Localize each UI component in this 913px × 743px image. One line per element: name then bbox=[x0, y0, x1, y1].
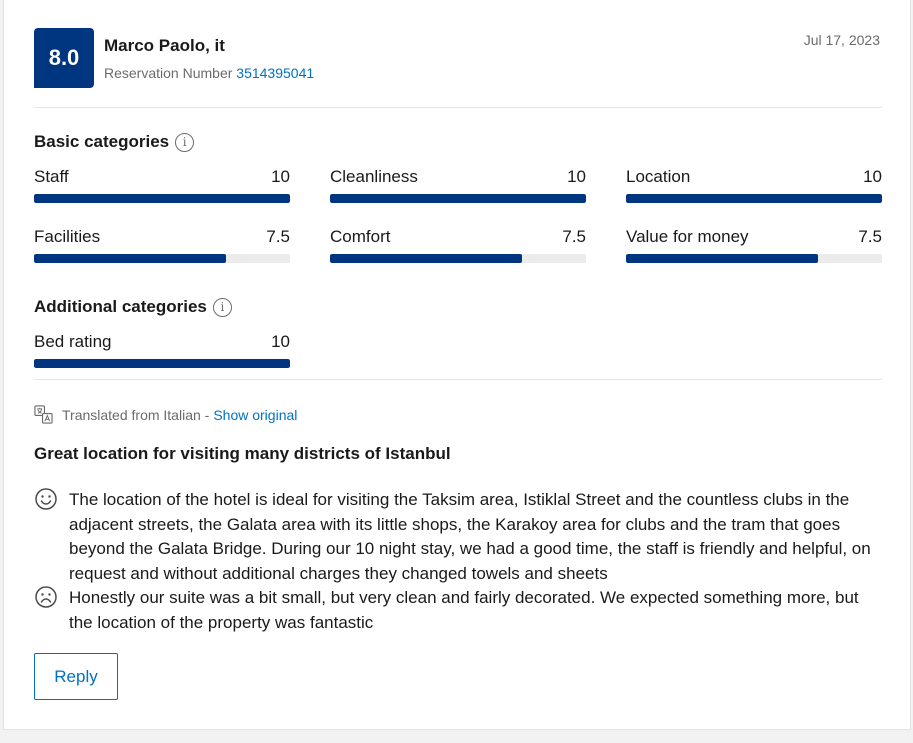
category-staff: Staff 10 bbox=[34, 167, 290, 203]
category-label: Location bbox=[626, 167, 691, 186]
category-label: Facilities bbox=[34, 227, 101, 246]
info-icon[interactable]: i bbox=[175, 132, 195, 152]
category-bar-fill bbox=[626, 194, 882, 203]
info-icon[interactable]: i bbox=[212, 297, 232, 317]
review-date: Jul 17, 2023 bbox=[803, 32, 880, 48]
category-bar-fill bbox=[330, 254, 522, 263]
category-label: Cleanliness bbox=[330, 167, 418, 186]
smiley-face-icon bbox=[35, 488, 57, 510]
category-facilities: Facilities 7.5 bbox=[34, 227, 290, 263]
category-score: 10 bbox=[271, 332, 290, 351]
translation-notice: Translated from Italian - Show original bbox=[34, 405, 297, 424]
category-value-for-money: Value for money 7.5 bbox=[626, 227, 882, 263]
review-title: Great location for visiting many distric… bbox=[34, 444, 451, 463]
additional-categories-title: Additional categories bbox=[34, 297, 207, 316]
header-divider bbox=[34, 107, 882, 108]
reviewer-name: Marco Paolo, it bbox=[104, 36, 225, 55]
basic-categories-heading: Basic categories i bbox=[34, 132, 195, 152]
category-bar-fill bbox=[626, 254, 818, 263]
category-label: Bed rating bbox=[34, 332, 112, 351]
review-card: 8.0 Marco Paolo, it Reservation Number 3… bbox=[3, 0, 911, 730]
category-location: Location 10 bbox=[626, 167, 882, 203]
category-bar-fill bbox=[34, 359, 290, 368]
category-bar-fill bbox=[34, 194, 290, 203]
positive-review: The location of the hotel is ideal for v… bbox=[34, 488, 884, 586]
category-label: Comfort bbox=[330, 227, 391, 246]
reply-button[interactable]: Reply bbox=[34, 653, 118, 700]
category-cleanliness: Cleanliness 10 bbox=[330, 167, 586, 203]
additional-categories-heading: Additional categories i bbox=[34, 297, 232, 317]
negative-review: Honestly our suite was a bit small, but … bbox=[34, 586, 884, 635]
basic-categories-title: Basic categories bbox=[34, 132, 170, 151]
review-score-badge: 8.0 bbox=[34, 28, 94, 88]
category-bar bbox=[34, 194, 290, 203]
category-comfort: Comfort 7.5 bbox=[330, 227, 586, 263]
categories-divider bbox=[34, 379, 882, 380]
translation-text: Translated from Italian - bbox=[62, 406, 210, 423]
positive-review-text: The location of the hotel is ideal for v… bbox=[69, 490, 871, 583]
reservation-number-link[interactable]: 3514395041 bbox=[236, 65, 315, 81]
negative-review-text: Honestly our suite was a bit small, but … bbox=[69, 588, 859, 632]
category-bar bbox=[626, 194, 882, 203]
show-original-link[interactable]: Show original bbox=[213, 406, 298, 423]
sad-face-icon bbox=[35, 586, 57, 608]
reservation-info: Reservation Number 3514395041 bbox=[104, 65, 314, 81]
category-score: 7.5 bbox=[858, 227, 882, 246]
category-bar bbox=[330, 254, 586, 263]
reservation-label: Reservation Number bbox=[104, 65, 233, 81]
category-bar-fill bbox=[34, 254, 226, 263]
category-bed-rating: Bed rating 10 bbox=[34, 332, 290, 368]
category-bar bbox=[34, 254, 290, 263]
category-score: 10 bbox=[567, 167, 586, 186]
category-bar bbox=[34, 359, 290, 368]
category-bar bbox=[330, 194, 586, 203]
category-bar bbox=[626, 254, 882, 263]
category-label: Value for money bbox=[626, 227, 749, 246]
category-score: 10 bbox=[863, 167, 882, 186]
translate-icon bbox=[34, 405, 53, 424]
category-bar-fill bbox=[330, 194, 586, 203]
category-label: Staff bbox=[34, 167, 69, 186]
category-score: 7.5 bbox=[562, 227, 586, 246]
category-score: 7.5 bbox=[266, 227, 290, 246]
category-score: 10 bbox=[271, 167, 290, 186]
